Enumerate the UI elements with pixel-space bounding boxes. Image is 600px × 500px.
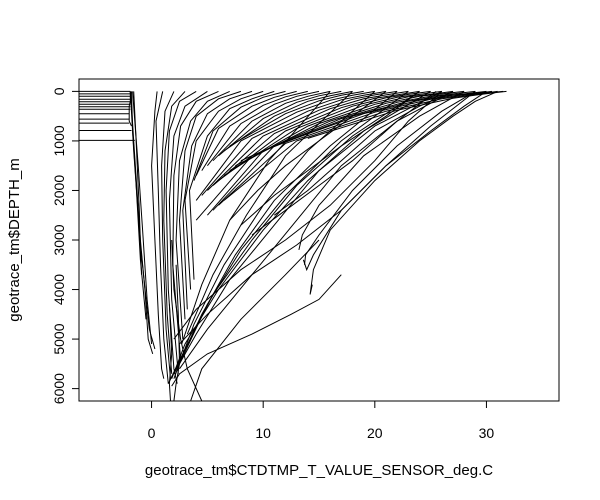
series-line-24: [229, 90, 364, 147]
series-line-27: [207, 90, 398, 191]
series-line-32: [235, 90, 454, 167]
series-line-62: [190, 239, 320, 401]
series-line-61: [168, 304, 173, 401]
series-line-55: [251, 91, 437, 236]
series-line-15: [184, 90, 264, 290]
series-line-25: [195, 90, 375, 201]
series-line-43: [298, 90, 465, 251]
series-line-19: [201, 90, 308, 171]
series-line-10: [168, 90, 208, 374]
series-line-29: [218, 90, 420, 182]
y-tick-label-2: 2000: [51, 175, 67, 206]
y-tick-label-5: 5000: [51, 323, 67, 354]
series-line-54: [179, 91, 476, 345]
x-tick-label-1: 10: [255, 425, 271, 441]
y-tick-label-4: 4000: [51, 274, 67, 305]
series-line-57: [229, 90, 387, 221]
series-layer: [79, 90, 507, 401]
series-line-9: [165, 90, 197, 384]
series-line-17: [193, 90, 286, 181]
series-line-56: [240, 90, 420, 226]
series-line-30: [223, 90, 431, 177]
series-line-6: [155, 91, 169, 384]
y-tick-label-0: 0: [51, 87, 67, 95]
y-tick-label-1: 1000: [51, 125, 67, 156]
series-line-8: [163, 91, 186, 374]
x-axis: 0 10 20 30: [148, 400, 495, 441]
series-line-11: [172, 90, 219, 359]
y-axis-title: geotrace_tm$DEPTH_m: [6, 158, 23, 321]
series-line-21: [212, 90, 331, 162]
series-line-26: [201, 90, 387, 196]
series-line-59: [171, 239, 203, 401]
series-line-23: [223, 90, 353, 152]
y-tick-label-6: 6000: [51, 373, 67, 404]
series-line-34: [195, 90, 476, 221]
series-line-13: [178, 90, 242, 320]
series-line-40: [309, 90, 498, 295]
series-line-12: [175, 90, 230, 340]
series-line-53: [173, 91, 443, 340]
series-line-45: [173, 90, 443, 375]
y-tick-label-3: 3000: [51, 224, 67, 255]
series-line-58: [274, 90, 454, 216]
series-line-16: [188, 90, 275, 280]
series-line-28: [212, 90, 409, 186]
series-line-5: [151, 91, 165, 379]
series-line-60: [173, 264, 181, 401]
series-line-49: [175, 91, 398, 370]
series-line-31: [229, 90, 442, 172]
series-line-38: [223, 90, 504, 201]
series-line-22: [218, 90, 342, 157]
x-tick-label-3: 30: [479, 425, 495, 441]
series-line-48: [179, 90, 409, 365]
series-line-4: [129, 91, 156, 350]
x-axis-title: geotrace_tm$CTDTMP_T_VALUE_SENSOR_deg.C: [145, 462, 493, 479]
series-line-14: [182, 90, 253, 310]
x-tick-label-0: 0: [148, 425, 156, 441]
series-line-51: [186, 91, 353, 335]
series-line-63: [171, 274, 342, 387]
x-tick-label-2: 20: [367, 425, 383, 441]
series-line-7: [161, 91, 175, 379]
series-line-18: [195, 90, 297, 176]
series-line-42: [304, 90, 476, 265]
series-line-20: [207, 90, 320, 167]
y-axis: 0 1000 2000 3000 4000 5000 6000: [51, 87, 80, 404]
